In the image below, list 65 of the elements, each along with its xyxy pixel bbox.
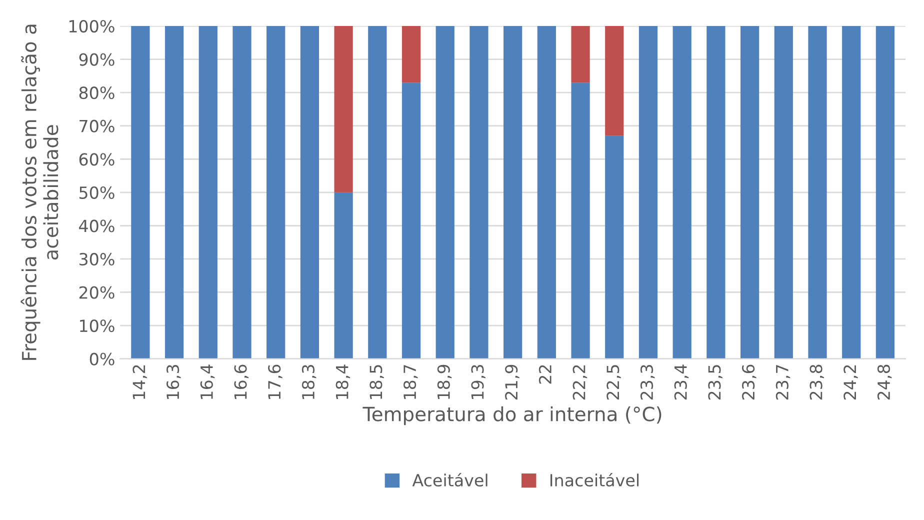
x-tick-label: 16,4	[200, 364, 215, 399]
x-tick-label: 22	[538, 365, 552, 384]
x-tick-label: 22,2	[572, 365, 588, 400]
bar	[232, 26, 252, 359]
y-tick-label: 0%	[90, 352, 114, 366]
legend-label: Inaceitável	[550, 472, 639, 487]
x-tick-label: 23,3	[640, 364, 655, 400]
bar	[300, 26, 320, 359]
x-tick-label: 18,4	[336, 364, 350, 399]
bar	[402, 82, 421, 359]
x-tick-label: 24,8	[877, 364, 892, 400]
bar	[436, 26, 454, 359]
x-tick-label: 21,9	[505, 364, 520, 400]
x-tick-label: 16,3	[166, 364, 181, 399]
bar	[774, 26, 793, 359]
y-tick-label: 10%	[80, 319, 114, 332]
x-tick-label: 23,7	[776, 365, 790, 400]
y-tick-label: 50%	[80, 186, 114, 199]
legend-label: Aceitável	[412, 472, 488, 487]
bar	[876, 26, 895, 359]
bar	[537, 26, 556, 359]
x-tick-label: 19,3	[471, 364, 486, 399]
bar	[740, 26, 760, 359]
x-tick-label: 18,5	[370, 365, 384, 399]
bar	[334, 26, 353, 192]
x-tick-label: 23,6	[742, 364, 756, 400]
x-axis-title: Temperatura do ar interna (°C)	[362, 406, 662, 426]
bar	[842, 26, 861, 359]
bar	[638, 26, 658, 359]
x-tick-label: 18,9	[437, 364, 452, 399]
bar	[131, 26, 150, 359]
y-tick-label: 80%	[79, 86, 114, 100]
x-tick-label: 16,6	[234, 364, 249, 399]
x-tick-label: 23,8	[810, 364, 824, 400]
y-tick-label: 100%	[69, 20, 114, 33]
bar	[368, 26, 387, 359]
bar	[402, 26, 421, 83]
bar	[571, 82, 590, 359]
x-tick-label: 18,3	[302, 364, 316, 399]
x-tick-label: 24,2	[844, 365, 858, 400]
bar	[808, 26, 827, 359]
y-tick-label: 70%	[80, 120, 114, 132]
y-tick-label: 30%	[79, 252, 114, 266]
bar	[672, 26, 692, 359]
bar	[470, 26, 488, 359]
x-tick-label: 18,7	[403, 365, 418, 399]
y-tick-label: 60%	[79, 153, 114, 166]
x-tick-label: 14,2	[132, 365, 147, 399]
x-tick-label: 17,6	[268, 364, 282, 399]
y-tick-label: 40%	[79, 220, 114, 232]
bar	[164, 26, 184, 359]
y-axis-title: Frequência dos votos em relação a aceitabilidade	[20, 24, 58, 360]
bar	[334, 192, 353, 359]
x-tick-label: 23,4	[674, 364, 689, 400]
y-tick-label: 90%	[79, 53, 114, 66]
x-tick-label: 22,5	[606, 365, 621, 400]
x-tick-label: 23,5	[708, 365, 722, 400]
bar	[198, 26, 218, 359]
y-tick-label: 20%	[79, 286, 114, 299]
bar	[504, 26, 522, 359]
bar	[605, 26, 624, 136]
bar	[605, 136, 624, 359]
bar	[706, 26, 726, 359]
bar	[266, 26, 286, 359]
bar	[571, 26, 590, 83]
